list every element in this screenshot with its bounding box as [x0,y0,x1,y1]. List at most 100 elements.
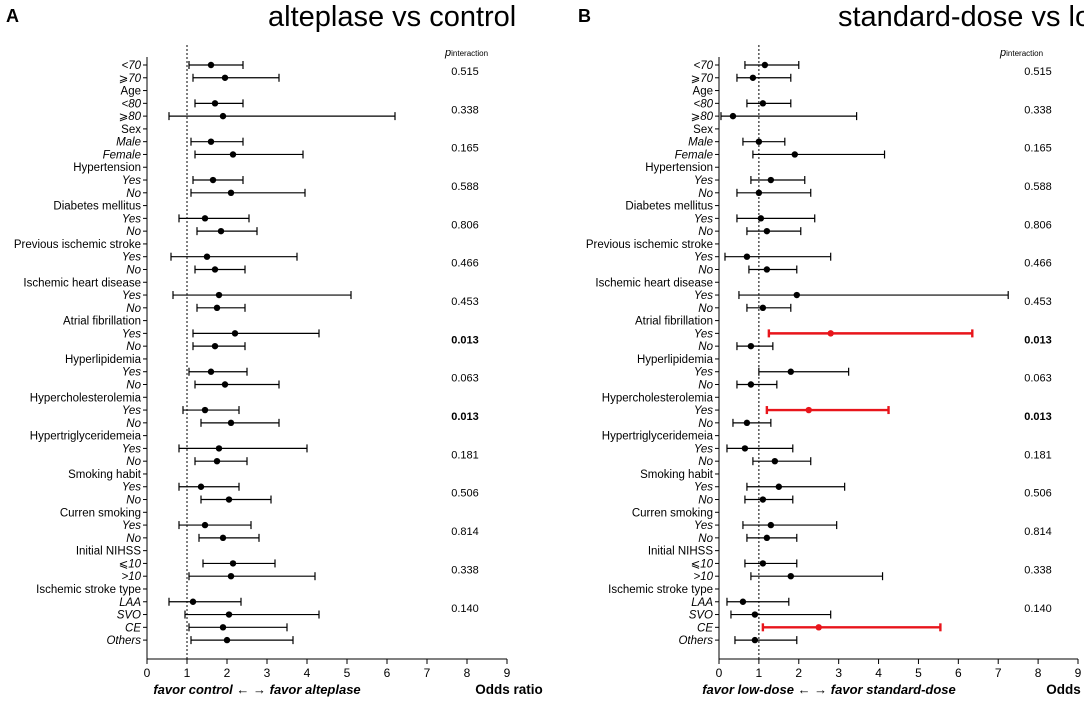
category-label: Hypercholesterolemia [30,392,142,404]
point-estimate [227,189,235,196]
subgroup-label: Yes [122,405,141,417]
p-interaction-header: pinteraction [444,47,488,59]
x-tick-label: 3 [835,666,842,680]
subgroup-label: SVO [689,610,713,622]
point-estimate [767,176,775,184]
point-estimate [815,624,822,631]
subgroup-label: Yes [694,482,713,494]
subgroup-label: ⩾70 [119,73,142,85]
point-estimate [751,636,759,644]
p-interaction-value: 0.013 [1024,334,1052,346]
subgroup-label: Yes [122,443,141,455]
category-label: Age [121,86,141,98]
subgroup-label: Yes [694,443,713,455]
point-estimate [219,624,227,631]
subgroup-label: Yes [122,367,141,379]
p-interaction-header: pinteraction [999,47,1043,59]
point-estimate [787,573,794,580]
panel-letter: A [6,6,19,26]
subgroup-label: No [698,495,713,507]
p-interaction-value: 0.181 [451,449,479,461]
subgroup-label: Yes [694,405,713,417]
p-interaction-value: 0.338 [1024,104,1052,116]
category-label: Curren smoking [632,507,713,519]
p-interaction-value: 0.063 [1024,373,1052,385]
category-label: Age [693,86,713,98]
point-estimate [227,573,235,580]
category-label: Diabetes mellitus [625,201,713,213]
category-label: Initial NIHSS [648,546,714,558]
subgroup-label: Yes [122,213,141,225]
point-estimate [213,304,221,312]
p-interaction-value: 0.466 [1024,258,1052,270]
point-estimate [225,496,233,503]
point-estimate [747,381,755,388]
p-interaction-value: 0.181 [1024,449,1052,461]
subgroup-label: Yes [694,328,713,340]
point-estimate [229,151,237,158]
category-label: Atrial fibrillation [635,316,713,328]
point-estimate [771,457,779,465]
subgroup-label: CE [697,622,713,634]
subgroup-label: No [698,264,713,276]
point-estimate [757,215,765,222]
x-tick-label: 4 [875,666,882,680]
p-interaction-value: 0.806 [451,219,479,231]
p-interaction-value: 0.338 [451,564,479,576]
p-interaction-value: 0.338 [451,104,479,116]
subgroup-label: Yes [122,328,141,340]
p-interaction-value: 0.140 [451,603,479,615]
category-label: Hyperlipidemia [65,354,142,366]
x-axis-title: Odds ratio [1046,682,1084,697]
subgroup-label: ⩽10 [119,558,142,570]
x-axis-title: Odds ratio [475,682,543,697]
p-interaction-value: 0.013 [1024,411,1052,423]
x-tick-label: 0 [144,666,151,680]
subgroup-label: No [698,226,713,238]
category-label: Hypercholesterolemia [602,392,714,404]
category-label: Hypertension [73,162,141,174]
x-tick-label: 2 [795,666,802,680]
point-estimate [211,100,219,107]
panel-title: alteplase vs control [268,1,516,33]
point-estimate [231,330,239,337]
p-interaction-value: 0.013 [451,411,479,423]
category-label: Ischemic heart disease [595,277,713,289]
subgroup-label: No [126,380,141,392]
subgroup-label: <70 [693,60,713,72]
subgroup-label: Male [688,137,713,149]
category-label: Curren smoking [60,507,141,519]
subgroup-label: Male [116,137,141,149]
point-estimate [227,419,235,427]
subgroup-label: Yes [694,213,713,225]
point-estimate [805,406,812,414]
point-estimate [189,598,197,605]
subgroup-label: Others [106,635,141,647]
point-estimate [741,445,749,452]
point-estimate [729,112,737,120]
category-label: Hypertriglyceridemeia [30,431,142,443]
p-interaction-value: 0.588 [1024,181,1052,193]
point-estimate [755,189,763,196]
p-interaction-value: 0.814 [1024,526,1052,538]
point-estimate [201,215,209,222]
point-estimate [763,534,771,542]
category-label: Previous ischemic stroke [586,239,713,251]
x-tick-label: 8 [464,666,471,680]
subgroup-label: No [698,456,713,468]
p-interaction-value: 0.013 [451,334,479,346]
subgroup-label: No [126,495,141,507]
panel-title: standard-dose vs low-dose [838,1,1084,33]
point-estimate [751,611,759,618]
point-estimate [775,483,783,490]
point-estimate [759,496,767,503]
point-estimate [827,330,834,337]
category-label: Smoking habit [68,469,142,481]
x-tick-label: 9 [504,666,511,680]
subgroup-label: No [698,303,713,315]
x-tick-label: 1 [184,666,191,680]
panel-letter: B [578,6,591,26]
point-estimate [197,483,205,490]
